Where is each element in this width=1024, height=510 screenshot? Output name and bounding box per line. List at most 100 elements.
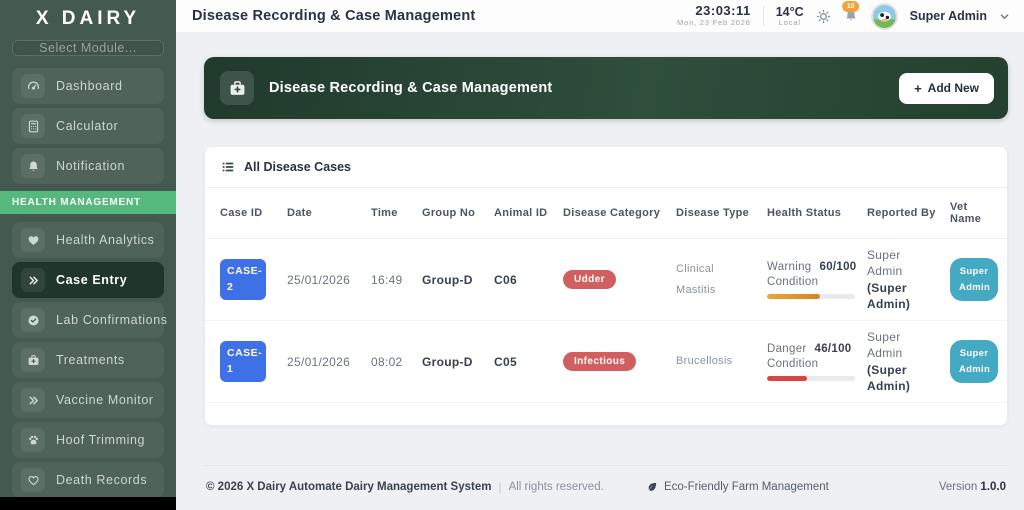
sidebar-item-label: Vaccine Monitor <box>56 393 154 407</box>
add-new-button[interactable]: + Add New <box>899 72 994 104</box>
column-header: Case ID <box>220 207 263 219</box>
health-status-cell: Warning 60/100 Condition <box>767 261 867 299</box>
sidebar-item-label: Death Records <box>56 473 148 487</box>
clock: 23:03:11 Mon, 23 Feb 2026 <box>677 3 751 28</box>
sidebar-item-calculator[interactable]: Calculator <box>12 108 164 144</box>
add-new-label: Add New <box>927 81 979 95</box>
column-header: Time <box>371 207 398 219</box>
chevron-down-icon[interactable] <box>999 11 1010 22</box>
sidebar-item-death-records[interactable]: Death Records <box>12 462 164 497</box>
column-header: Animal ID <box>494 207 548 219</box>
module-banner: Disease Recording & Case Management + Ad… <box>204 57 1008 119</box>
disease-category-badge: Infectious <box>563 352 637 371</box>
sidebar-item-dashboard[interactable]: Dashboard <box>12 68 164 104</box>
sidebar-item-label: Hoof Trimming <box>56 433 146 447</box>
top-bar-right: 23:03:11 Mon, 23 Feb 2026 14°C Local 10 … <box>677 1 1010 30</box>
card-header: All Disease Cases <box>205 147 1007 187</box>
banner-title: Disease Recording & Case Management <box>269 80 553 96</box>
module-select-dropdown[interactable]: Select Module... <box>12 40 164 56</box>
leaf-icon <box>646 481 658 493</box>
animal-id-cell: C06 <box>494 272 517 287</box>
health-level: Warning <box>767 260 812 273</box>
health-condition-label: Condition <box>767 275 819 288</box>
heart-pulse-icon <box>21 228 45 252</box>
health-score: 46/100 <box>814 342 852 355</box>
bell-icon <box>21 154 45 178</box>
sidebar-item-label: Case Entry <box>56 273 128 287</box>
sidebar: X DAIRY Select Module... Dashboard Calcu… <box>0 0 176 510</box>
sidebar-item-label: Dashboard <box>56 79 123 93</box>
clock-date: Mon, 23 Feb 2026 <box>677 18 751 28</box>
group-cell: Group-D <box>422 354 473 369</box>
case-id-badge: CASE-2 <box>220 258 266 301</box>
clock-time: 23:03:11 <box>695 3 751 19</box>
content-area: Disease Recording & Case Management + Ad… <box>176 33 1024 510</box>
card-bottom-spacer <box>205 403 1007 425</box>
avatar[interactable] <box>870 2 898 30</box>
column-header: Group No <box>422 207 476 219</box>
reporter-role: (Super Admin) <box>867 280 911 311</box>
sidebar-item-label: Lab Confirmations <box>56 313 168 327</box>
app-logo: X DAIRY <box>35 8 141 29</box>
column-header: Health Status <box>767 207 842 219</box>
column-header: Disease Type <box>676 207 750 219</box>
check-circle-icon <box>21 308 45 332</box>
sidebar-item-case-entry[interactable]: Case Entry <box>12 262 164 298</box>
version-text: Version 1.0.0 <box>939 481 1006 493</box>
footer-separator: | <box>498 480 502 494</box>
table-row[interactable]: CASE-1 25/01/2026 08:02 Group-D C05 Infe… <box>205 321 1007 403</box>
health-level: Danger <box>767 342 807 355</box>
notification-bell-icon[interactable]: 10 <box>841 1 860 24</box>
sidebar-item-treatments[interactable]: Treatments <box>12 342 164 378</box>
medical-kit-icon <box>220 71 254 105</box>
sidebar-item-label: Health Analytics <box>56 233 155 247</box>
health-progress-fill <box>767 375 808 381</box>
weather-sun-icon <box>816 9 831 24</box>
chevrons-right-icon <box>21 268 45 292</box>
heart-outline-icon <box>21 468 45 492</box>
sidebar-item-notification[interactable]: Notification <box>12 148 164 184</box>
health-status-cell: Danger 46/100 Condition <box>767 343 867 381</box>
health-progress-fill <box>767 293 820 299</box>
medical-kit-icon <box>21 348 45 372</box>
paw-icon <box>21 428 45 452</box>
reported-by-cell: Super Admin (Super Admin) <box>867 247 950 312</box>
sidebar-section-health-management: HEALTH MANAGEMENT <box>0 191 176 214</box>
temperature-label: Local <box>778 17 801 27</box>
group-cell: Group-D <box>422 272 473 287</box>
version-label: Version <box>938 481 978 493</box>
reporter-name: Super Admin <box>867 248 903 279</box>
disease-cases-card: All Disease Cases Case ID Date Time Grou… <box>204 146 1008 426</box>
reported-by-cell: Super Admin (Super Admin) <box>867 329 950 394</box>
user-name[interactable]: Super Admin <box>909 9 987 23</box>
time-cell: 08:02 <box>371 354 403 369</box>
time-cell: 16:49 <box>371 272 403 287</box>
date-cell: 25/01/2026 <box>287 272 351 287</box>
column-header: Disease Category <box>563 207 661 219</box>
sidebar-item-vaccine-monitor[interactable]: Vaccine Monitor <box>12 382 164 418</box>
temperature-value: 14°C <box>775 4 804 19</box>
footer: © 2026 X Dairy Automate Dairy Management… <box>204 465 1008 510</box>
column-header: Vet Name <box>950 201 982 225</box>
rights-text: All rights reserved. <box>508 481 604 493</box>
table-row[interactable]: CASE-2 25/01/2026 16:49 Group-D C06 Udde… <box>205 239 1007 321</box>
sidebar-item-lab-confirmations[interactable]: Lab Confirmations <box>12 302 167 338</box>
animal-id-cell: C05 <box>494 354 517 369</box>
sidebar-item-hoof-trimming[interactable]: Hoof Trimming <box>12 422 164 458</box>
version-number: 1.0.0 <box>980 481 1006 493</box>
sidebar-item-label: Notification <box>56 159 126 173</box>
reporter-name: Super Admin <box>867 330 903 361</box>
sidebar-item-health-analytics[interactable]: Health Analytics <box>12 222 164 258</box>
reporter-role: (Super Admin) <box>867 362 911 393</box>
sidebar-item-label: Calculator <box>56 119 119 133</box>
top-bar: Disease Recording & Case Management 23:0… <box>176 0 1024 33</box>
chevrons-right-icon <box>21 388 45 412</box>
date-cell: 25/01/2026 <box>287 354 351 369</box>
footer-copyright-group: © 2026 X Dairy Automate Dairy Management… <box>206 480 646 494</box>
health-score: 60/100 <box>819 260 857 273</box>
eco-label: Eco-Friendly Farm Management <box>663 481 829 493</box>
vet-name-badge: Super Admin <box>950 340 998 383</box>
list-icon <box>221 160 235 174</box>
calculator-icon <box>21 114 45 138</box>
main-area: Disease Recording & Case Management 23:0… <box>176 0 1024 510</box>
